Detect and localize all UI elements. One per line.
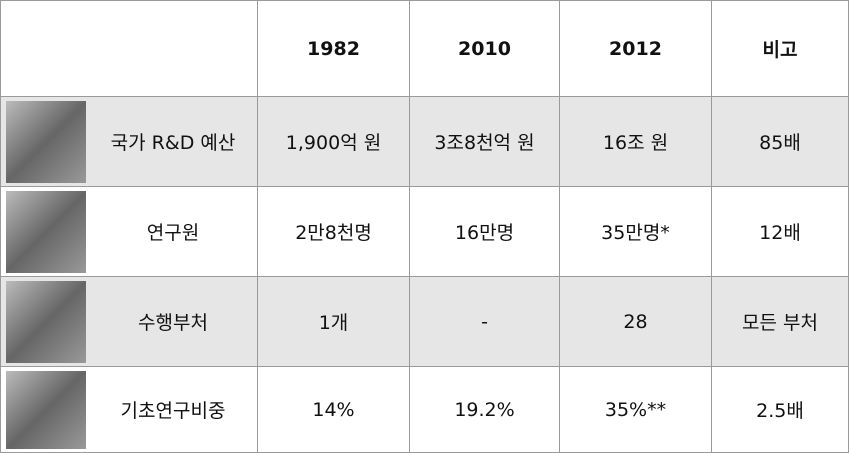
table-cell: 35%**: [560, 367, 712, 453]
table-cell: 1개: [258, 277, 410, 367]
table-cell: 모든 부처: [712, 277, 849, 367]
column-header: 1982: [258, 0, 410, 97]
column-header: 비고: [712, 0, 849, 97]
table-cell: 3조8천억 원: [410, 97, 560, 187]
row-photo: [6, 101, 86, 183]
table-cell: -: [410, 277, 560, 367]
table-cell: 85배: [712, 97, 849, 187]
column-header: 2012: [560, 0, 712, 97]
table-cell: 12배: [712, 187, 849, 277]
table-cell: 16만명: [410, 187, 560, 277]
table: 198220102012비고국가 R&D 예산1,900억 원3조8천억 원16…: [0, 0, 849, 453]
column-header: 2010: [410, 0, 560, 97]
table-cell: 16조 원: [560, 97, 712, 187]
table-cell: 14%: [258, 367, 410, 453]
corner-cell: [0, 0, 258, 97]
row-photo: [6, 281, 86, 363]
table-cell: 2.5배: [712, 367, 849, 453]
table-cell: 2만8천명: [258, 187, 410, 277]
table-cell: 28: [560, 277, 712, 367]
table-cell: 1,900억 원: [258, 97, 410, 187]
table-cell: 19.2%: [410, 367, 560, 453]
row-photo: [6, 191, 86, 273]
table-cell: 35만명*: [560, 187, 712, 277]
row-photo: [6, 371, 86, 449]
